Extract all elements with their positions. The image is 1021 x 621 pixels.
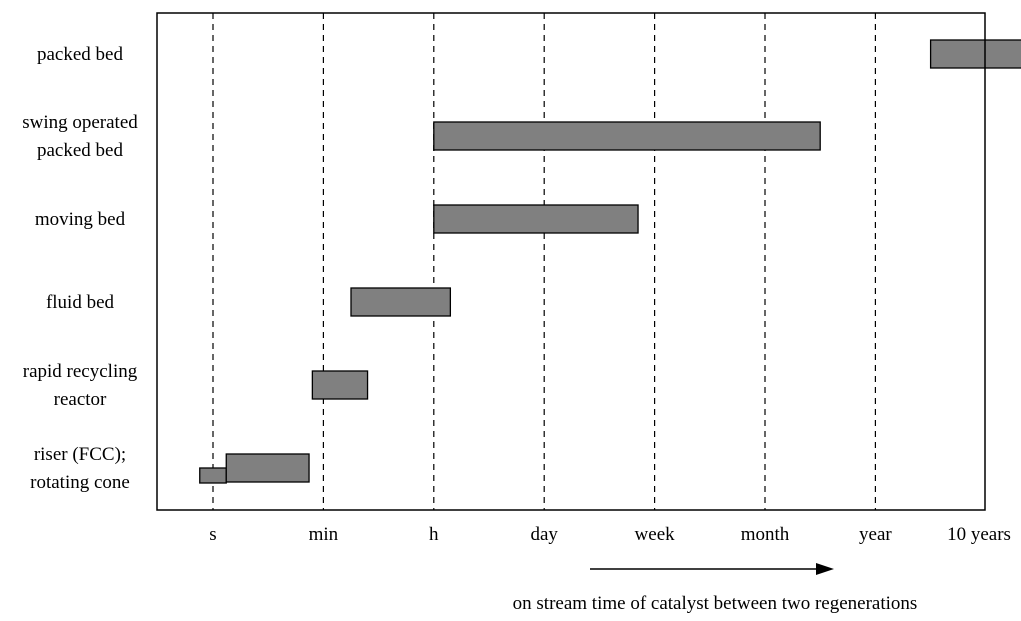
range-bar bbox=[433, 204, 639, 234]
bars bbox=[199, 39, 1021, 484]
x-tick-labels: s min h day week month year 10 years bbox=[209, 524, 1011, 545]
x-tick-label: h bbox=[429, 524, 439, 545]
x-tick-label: year bbox=[859, 524, 892, 545]
category-label: riser (FCC); bbox=[34, 444, 126, 465]
category-label: fluid bed bbox=[46, 292, 115, 313]
range-bar bbox=[929, 39, 1021, 69]
category-labels: packed bed swing operated packed bed moving… bbox=[22, 44, 138, 493]
grid-lines bbox=[212, 13, 877, 510]
range-bar bbox=[350, 287, 452, 317]
category-label: packed bed bbox=[37, 140, 123, 161]
category-label: moving bed bbox=[35, 209, 126, 230]
plot-frame bbox=[156, 12, 986, 511]
x-tick-label: month bbox=[741, 524, 790, 545]
category-label: packed bed bbox=[37, 44, 123, 65]
category-label: rapid recycling bbox=[23, 361, 138, 382]
category-label: swing operated bbox=[22, 112, 138, 133]
category-label: rotating cone bbox=[30, 472, 130, 493]
range-bar bbox=[311, 370, 369, 400]
x-tick-label: week bbox=[635, 524, 676, 545]
x-axis-title: on stream time of catalyst between two r… bbox=[513, 593, 918, 614]
x-tick-label: day bbox=[530, 524, 558, 545]
range-bar bbox=[199, 467, 227, 484]
category-label: reactor bbox=[54, 389, 107, 410]
x-tick-label: 10 years bbox=[947, 524, 1011, 545]
range-bar bbox=[225, 453, 310, 483]
range-bar bbox=[433, 121, 821, 151]
time-arrow-head bbox=[816, 563, 834, 575]
x-tick-label: s bbox=[209, 524, 216, 545]
x-tick-label: min bbox=[309, 524, 339, 545]
